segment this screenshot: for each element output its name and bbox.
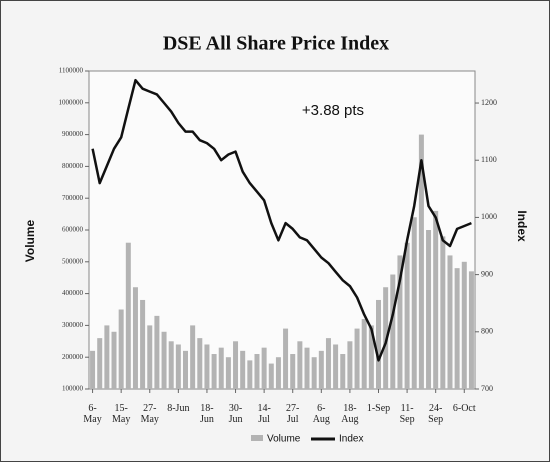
- volume-bar: [404, 242, 410, 389]
- x-tick-label: 8-Jun: [167, 403, 190, 414]
- y2-axis-label: Index: [515, 210, 529, 242]
- x-tick-label: 18-Aug: [341, 403, 359, 425]
- y-tick-label: 300000: [62, 321, 84, 329]
- annotation: +3.88 pts: [302, 102, 364, 119]
- volume-bar: [368, 325, 374, 389]
- y-tick-label: 400000: [62, 289, 84, 297]
- volume-bar: [125, 242, 131, 389]
- volume-bar: [454, 268, 460, 389]
- volume-bar: [111, 331, 117, 389]
- y-tick-label: 200000: [62, 353, 84, 361]
- volume-bar: [354, 328, 360, 389]
- y-tick-label: 100000: [62, 385, 84, 393]
- volume-bar: [290, 354, 296, 389]
- volume-bar: [190, 325, 196, 389]
- volume-bar: [433, 210, 439, 389]
- x-tick-label: 6-May: [83, 403, 102, 425]
- volume-bar: [418, 134, 424, 389]
- volume-bar: [175, 344, 181, 389]
- x-tick-label: 27-Jul: [286, 403, 300, 425]
- volume-bar: [461, 261, 467, 389]
- volume-bar: [468, 271, 474, 389]
- volume-bar: [340, 354, 346, 389]
- legend-label: Index: [339, 434, 363, 445]
- y-tick-label: 600000: [62, 226, 84, 234]
- volume-bar: [268, 363, 274, 389]
- volume-bar: [204, 344, 210, 389]
- volume-bar: [426, 230, 432, 389]
- volume-bar: [90, 350, 96, 389]
- y-axis-label: Volume: [23, 219, 37, 262]
- volume-bar: [140, 299, 146, 389]
- volume-bar: [447, 255, 453, 389]
- volume-bar: [333, 344, 339, 389]
- x-tick-label: 6-Aug: [312, 403, 330, 425]
- volume-bar: [325, 338, 331, 389]
- volume-bar: [233, 341, 239, 389]
- y2-tick-label: 1200: [481, 98, 497, 107]
- volume-bar: [183, 350, 188, 389]
- volume-bar: [247, 360, 253, 389]
- legend-label: Volume: [267, 434, 301, 445]
- y2-tick-label: 800: [481, 327, 493, 336]
- x-tick-label: 18-Jun: [199, 403, 214, 425]
- y-tick-label: 800000: [62, 162, 84, 170]
- volume-bar: [197, 338, 203, 389]
- volume-bar: [104, 325, 110, 389]
- volume-bar: [397, 255, 403, 389]
- volume-bar: [261, 347, 267, 389]
- volume-bar: [118, 309, 124, 389]
- volume-bar: [361, 319, 367, 389]
- x-tick-label: 30-Jun: [228, 403, 243, 425]
- volume-bar: [161, 331, 167, 389]
- y-tick-label: 1000000: [59, 98, 84, 106]
- volume-bar: [218, 347, 224, 389]
- volume-bar: [411, 217, 417, 389]
- volume-bar: [283, 328, 289, 389]
- volume-bar: [304, 347, 310, 389]
- volume-bar: [225, 357, 231, 389]
- volume-bar: [390, 274, 396, 389]
- y2-tick-label: 900: [481, 269, 493, 278]
- y-tick-label: 900000: [62, 130, 84, 138]
- x-tick-label: 14-Jul: [257, 403, 271, 425]
- volume-bar: [347, 341, 353, 389]
- volume-bar: [254, 354, 260, 389]
- index-line: [91, 78, 472, 362]
- volume-bar: [154, 315, 160, 389]
- x-tick-label: 24-Sep: [428, 403, 444, 425]
- volume-bar: [168, 341, 174, 389]
- volume-bar: [318, 350, 324, 389]
- x-tick-label: 15-May: [111, 403, 131, 425]
- y-tick-label: 1100000: [59, 67, 84, 75]
- y2-tick-label: 1100: [481, 155, 497, 164]
- volume-bar: [376, 299, 381, 389]
- x-tick-label: 6-Oct: [452, 403, 476, 414]
- volume-bar: [311, 357, 317, 389]
- chart-title: DSE All Share Price Index: [163, 33, 389, 55]
- y2-tick-label: 1000: [481, 212, 497, 221]
- y-tick-label: 700000: [62, 194, 84, 202]
- volume-bar: [97, 338, 103, 389]
- y-tick-label: 500000: [62, 257, 84, 265]
- legend-swatch: [251, 435, 263, 441]
- x-tick-label: 27-May: [140, 403, 159, 425]
- x-tick-label: 11-Sep: [399, 403, 415, 425]
- volume-bar: [147, 325, 153, 389]
- volume-bar: [297, 341, 303, 389]
- y2-tick-label: 700: [481, 384, 493, 393]
- volume-bar: [211, 354, 217, 389]
- volume-bar: [440, 236, 446, 389]
- volume-bar: [132, 287, 138, 389]
- x-tick-label: 1-Sep: [366, 403, 391, 414]
- volume-bar: [240, 350, 246, 389]
- volume-bar: [275, 357, 281, 389]
